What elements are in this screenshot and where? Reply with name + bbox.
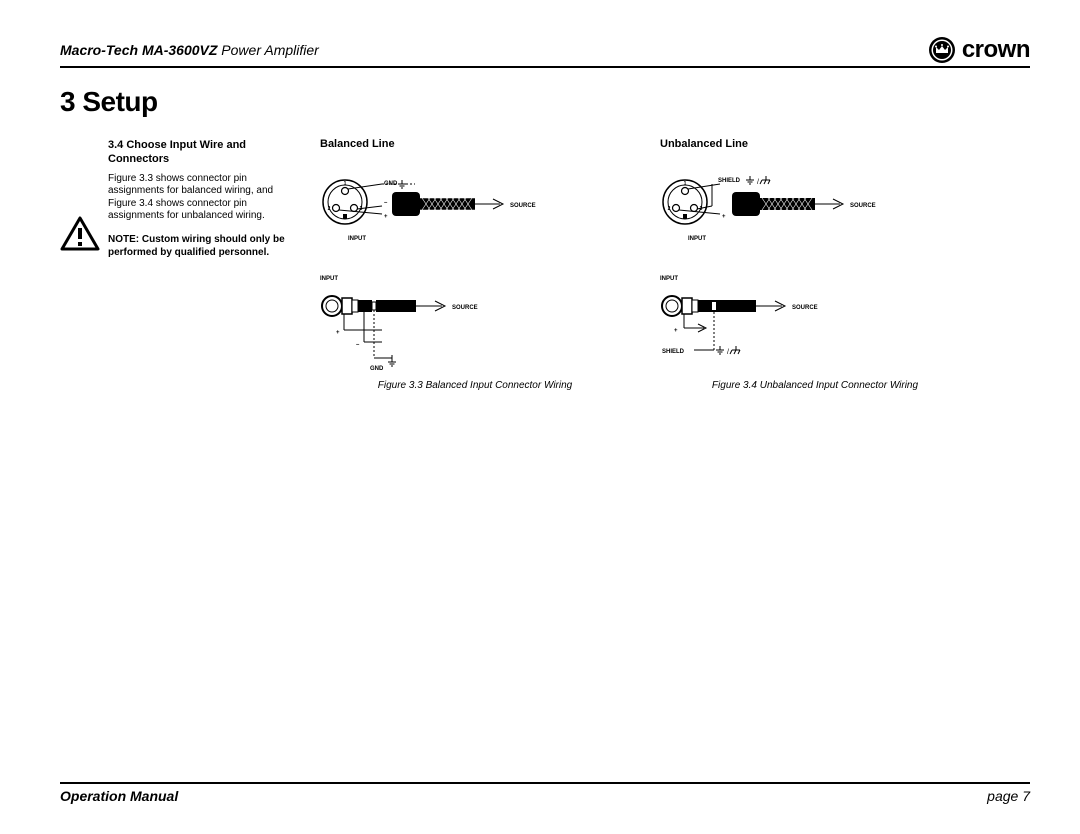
xlr-cable-svg: 1 2 3 GND – + (320, 162, 610, 252)
header-title: Macro-Tech MA-3600VZ Power Amplifier (60, 42, 319, 58)
page-header: Macro-Tech MA-3600VZ Power Amplifier cro… (60, 36, 1030, 68)
svg-text:2: 2 (328, 206, 331, 212)
unbalanced-heading: Unbalanced Line (660, 138, 970, 150)
svg-text:SOURCE: SOURCE (452, 305, 478, 311)
product-name-bold: Macro-Tech MA-3600VZ (60, 42, 217, 58)
footer-right: page 7 (987, 788, 1030, 804)
product-name-light: Power Amplifier (217, 42, 318, 58)
xlr-unbal-svg: 1 2 3 SHIELD / (660, 162, 950, 252)
svg-text:1: 1 (344, 181, 347, 187)
svg-text:GND: GND (370, 366, 384, 372)
balanced-heading: Balanced Line (320, 138, 630, 150)
svg-text:+: + (674, 328, 678, 334)
svg-text:–: – (356, 342, 360, 348)
svg-text:SOURCE: SOURCE (850, 203, 876, 209)
page-footer: Operation Manual page 7 (60, 782, 1030, 804)
balanced-trs-diagram: INPUT + – GND (320, 270, 550, 370)
warning-icon (60, 216, 100, 252)
svg-text:/: / (757, 179, 759, 186)
content-row: 3.4 Choose Input Wire and Connectors Fig… (60, 138, 1030, 392)
svg-text:+: + (336, 330, 340, 336)
svg-text:INPUT: INPUT (688, 236, 706, 242)
balanced-caption: Figure 3.3 Balanced Input Connector Wiri… (320, 380, 630, 392)
svg-text:INPUT: INPUT (348, 236, 366, 242)
subsection-heading: 3.4 Choose Input Wire and Connectors (108, 138, 290, 167)
unbalanced-xlr-diagram: 1 2 3 SHIELD / (660, 162, 950, 252)
svg-text:SOURCE: SOURCE (792, 305, 818, 311)
svg-text:INPUT: INPUT (320, 276, 338, 282)
section-title: 3 Setup (60, 86, 1030, 118)
svg-text:SOURCE: SOURCE (510, 203, 536, 209)
brand-text: crown (962, 36, 1030, 64)
note-text: NOTE: Custom wiring should only be perfo… (108, 233, 290, 259)
svg-text:SHIELD: SHIELD (718, 178, 741, 184)
svg-text:2: 2 (668, 206, 671, 212)
svg-text:3: 3 (700, 206, 703, 212)
balanced-xlr-diagram: 1 2 3 GND – + (320, 162, 610, 252)
col-unbalanced: Unbalanced Line 1 2 3 SHIELD (660, 138, 970, 392)
unbalanced-caption: Figure 3.4 Unbalanced Input Connector Wi… (660, 380, 970, 392)
footer-left: Operation Manual (60, 788, 178, 804)
svg-text:+: + (384, 214, 388, 220)
body-paragraph: Figure 3.3 shows connector pin assignmen… (108, 173, 290, 223)
col-balanced: Balanced Line 1 2 3 GND (320, 138, 630, 392)
brand-logo: crown (928, 36, 1030, 64)
svg-text:1: 1 (684, 181, 687, 187)
unbalanced-ts-diagram: INPUT + SHIELD (660, 270, 890, 370)
trs-cable-svg: INPUT + – GND (320, 270, 550, 380)
svg-text:SHIELD: SHIELD (662, 349, 685, 355)
svg-text:–: – (384, 200, 388, 206)
svg-text:/: / (727, 349, 729, 356)
svg-text:INPUT: INPUT (660, 276, 678, 282)
crown-logo-icon (928, 36, 956, 64)
col-left: 3.4 Choose Input Wire and Connectors Fig… (60, 138, 290, 392)
ts-unbal-svg: INPUT + SHIELD (660, 270, 890, 380)
svg-text:+: + (722, 214, 726, 220)
